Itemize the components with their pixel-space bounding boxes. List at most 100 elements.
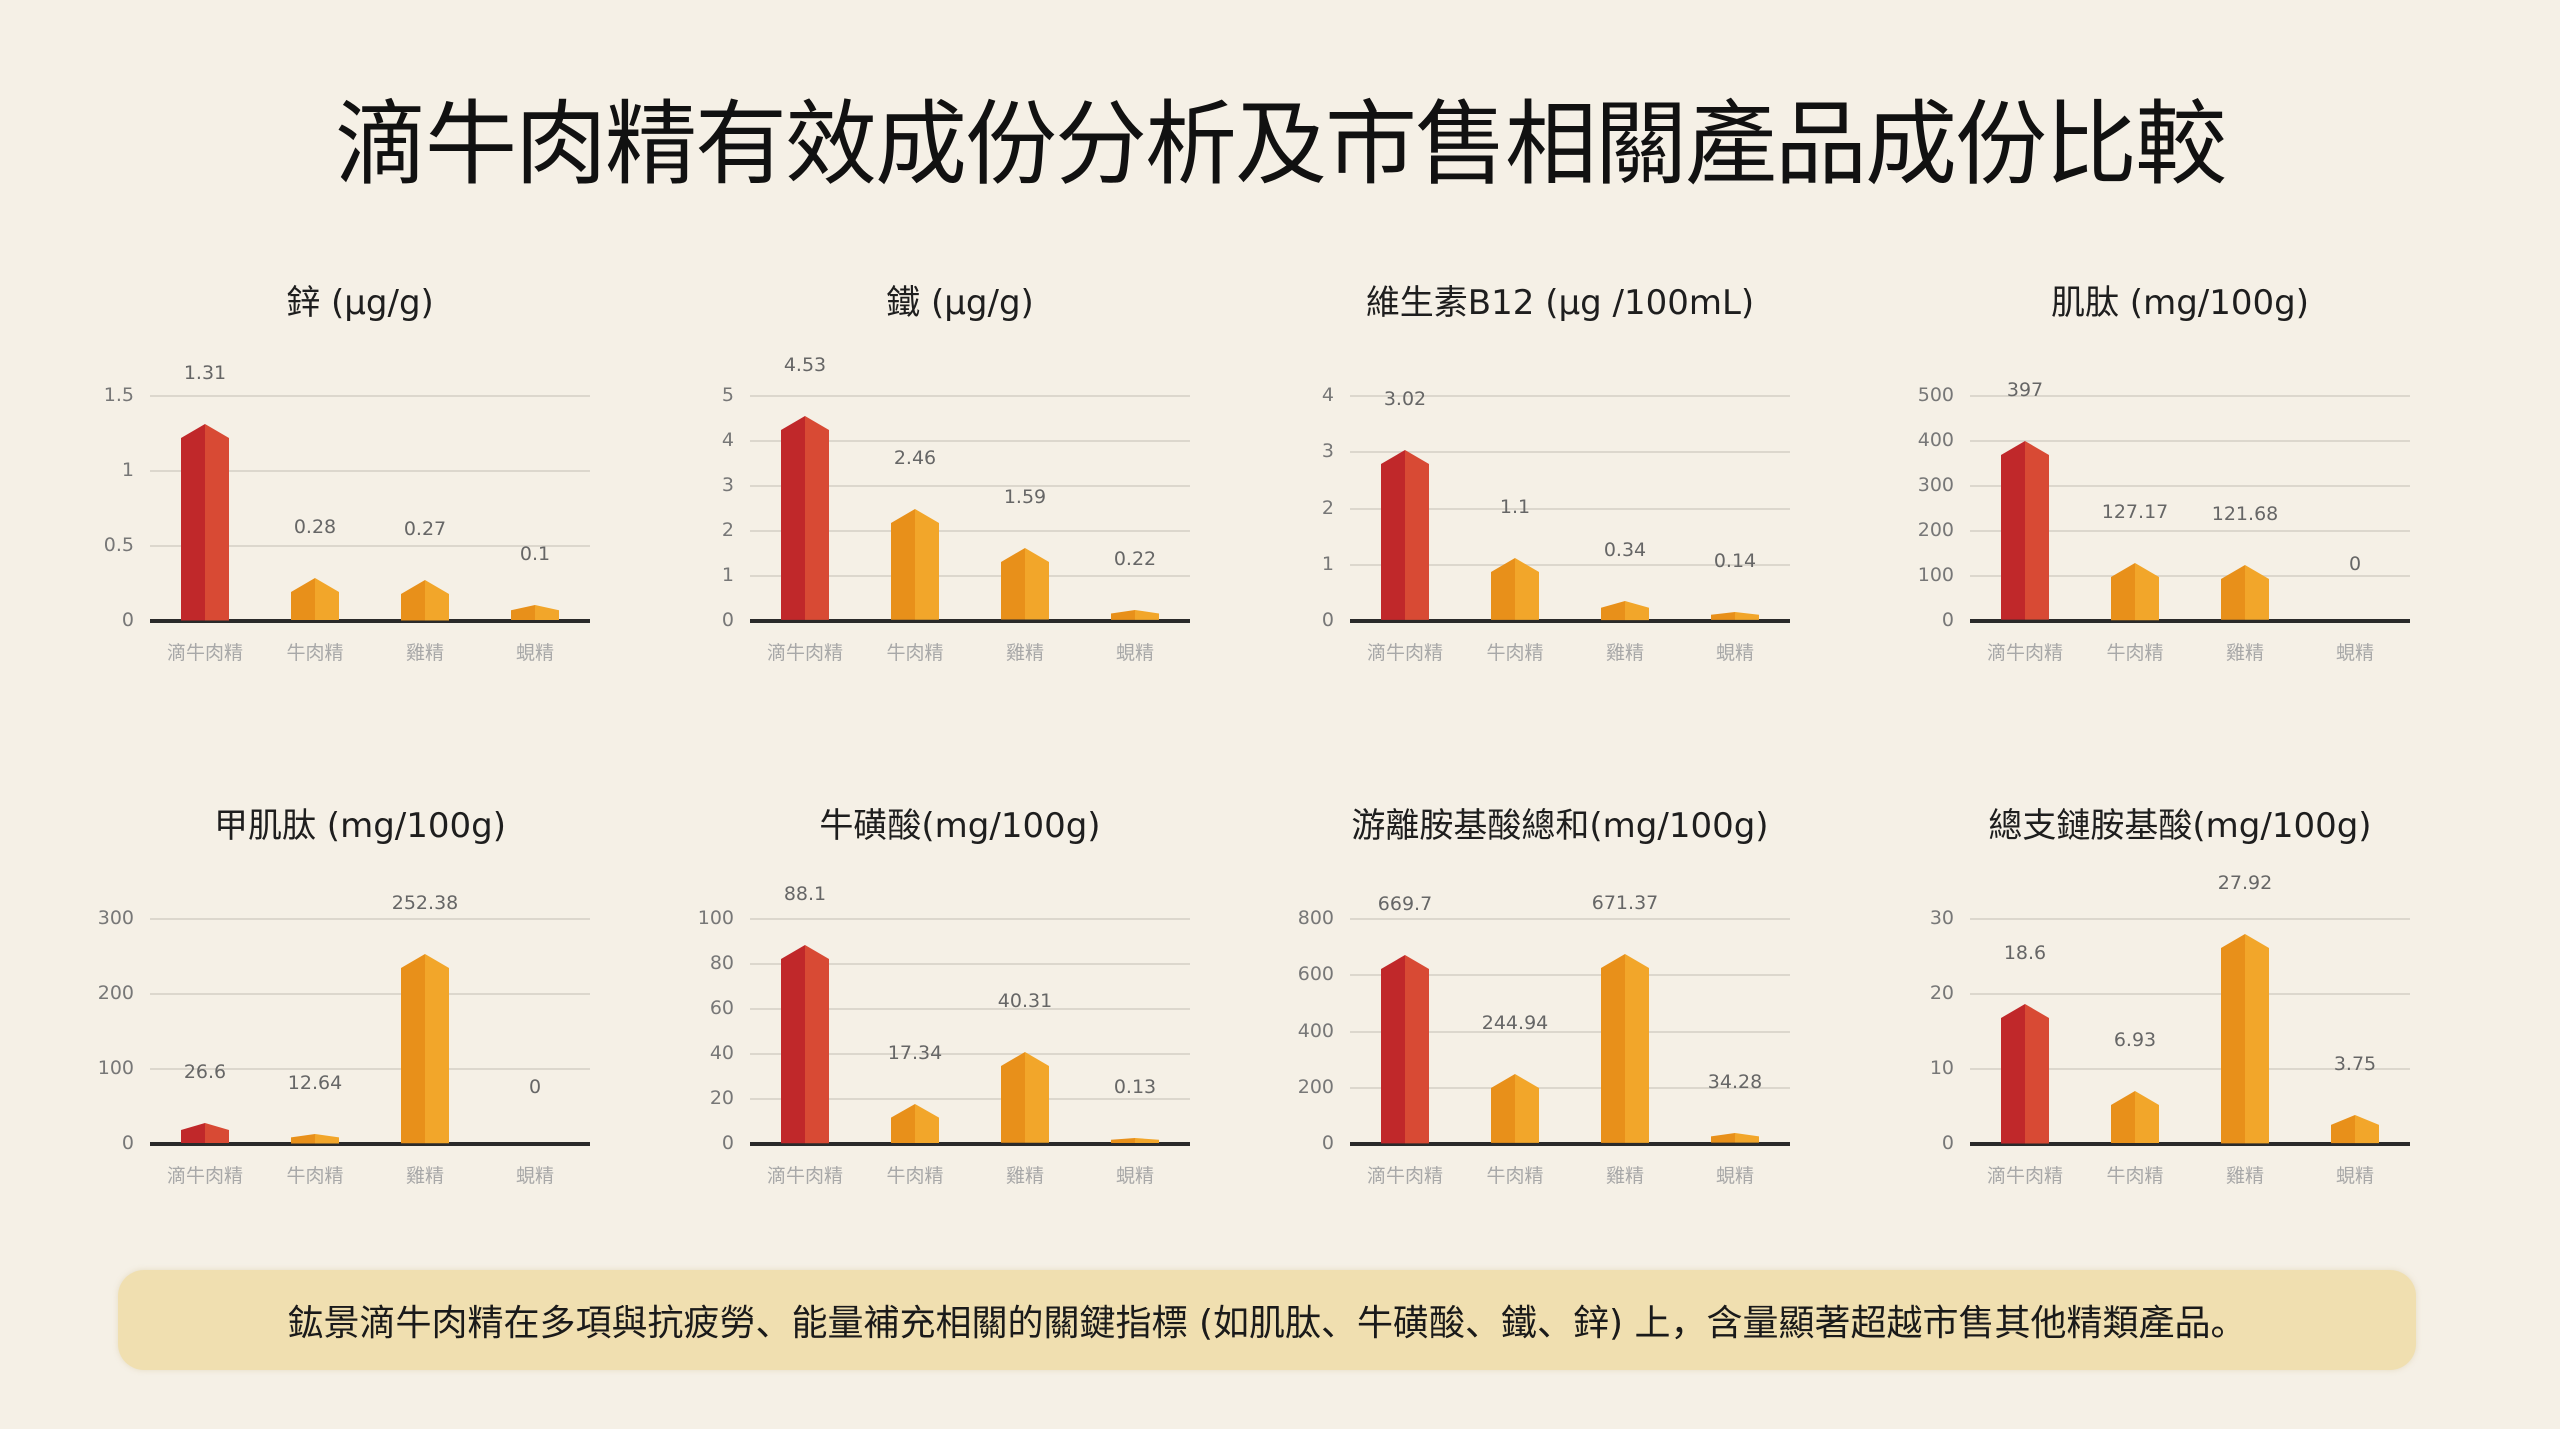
y-tick-label: 0 bbox=[1941, 609, 1954, 631]
x-category-label: 蜆精 bbox=[1715, 1165, 1755, 1187]
gridline bbox=[1350, 395, 1790, 397]
plot-area: 0 100 200 300 26.6 滴牛肉精 12.64 牛肉精 252.38 雞精 0 蜆精 bbox=[98, 892, 590, 1187]
bar bbox=[2111, 1091, 2159, 1143]
data-value-label: 3.02 bbox=[1383, 388, 1427, 411]
x-category-label: 滴牛肉精 bbox=[1986, 642, 2064, 664]
y-tick-label: 0 bbox=[121, 1132, 134, 1154]
gridline bbox=[750, 485, 1190, 487]
chart-anserine: 甲肌肽 (mg/100g) 0 100 200 300 26.6 滴牛肉精 12.64 牛肉精 2… bbox=[60, 798, 660, 1228]
x-category-label: 蜆精 bbox=[2335, 642, 2375, 664]
gridline bbox=[1970, 1068, 2410, 1070]
y-tick-label: 1 bbox=[721, 564, 734, 586]
y-tick-label: 300 bbox=[1917, 474, 1954, 496]
gridline bbox=[750, 963, 1190, 965]
chart-title: 牛磺酸(mg/100g) bbox=[819, 806, 1101, 846]
bar-group: 121.68 雞精 bbox=[2190, 395, 2300, 664]
y-tick-label: 3 bbox=[1321, 440, 1334, 463]
bar bbox=[401, 953, 449, 1143]
bar-group: 17.34 牛肉精 bbox=[860, 918, 970, 1187]
gridline bbox=[1350, 1030, 1790, 1033]
bar-highlight bbox=[181, 423, 229, 620]
x-category-label: 滴牛肉精 bbox=[1986, 1165, 2064, 1187]
x-category-label: 雞精 bbox=[2225, 642, 2265, 664]
x-category-label: 牛肉精 bbox=[886, 642, 944, 664]
bar-highlight bbox=[781, 416, 829, 620]
x-category-label: 雞精 bbox=[405, 642, 445, 664]
bar-group: 0 蜆精 bbox=[480, 918, 590, 1187]
x-axis-line bbox=[1350, 1142, 1790, 1146]
bar-group: 252.38 雞精 bbox=[370, 892, 480, 1187]
y-tick-label: 4 bbox=[1321, 384, 1334, 406]
y-tick-label: 4 bbox=[721, 429, 734, 451]
plot-area: 0 1 2 3 4 3.02 滴牛肉精 1.1 牛肉精 0.34 雞精 0.14 蜆精 bbox=[1322, 384, 1790, 664]
x-axis-line bbox=[150, 1142, 590, 1146]
data-value-label: 252.38 bbox=[391, 891, 459, 914]
x-category-label: 牛肉精 bbox=[886, 1165, 944, 1187]
data-value-label: 26.6 bbox=[183, 1061, 227, 1084]
gridline bbox=[750, 395, 1190, 397]
data-value-label: 397 bbox=[2006, 379, 2044, 402]
x-axis-line bbox=[1350, 619, 1790, 623]
bar-highlight bbox=[781, 944, 829, 1143]
gridline bbox=[750, 530, 1190, 532]
bar bbox=[401, 579, 449, 620]
x-category-label: 牛肉精 bbox=[2106, 1165, 2164, 1187]
x-category-label: 滴牛肉精 bbox=[166, 1165, 244, 1187]
y-tick-label: 2 bbox=[721, 519, 734, 541]
chart-carnosine: 肌肽 (mg/100g) 0 100 200 300 400 500 397 滴牛肉精 127.1… bbox=[1880, 275, 2480, 705]
bar bbox=[1111, 610, 1159, 620]
data-value-label: 0.22 bbox=[1113, 548, 1157, 571]
bar-group: 0.1 蜆精 bbox=[480, 395, 590, 664]
gridline bbox=[750, 1098, 1190, 1100]
bar bbox=[1491, 1074, 1539, 1143]
y-tick-label: 0 bbox=[1321, 1132, 1334, 1154]
bar bbox=[891, 1104, 939, 1143]
data-value-label: 17.34 bbox=[887, 1042, 943, 1064]
summary-box: 鈜景滴牛肉精在多項與抗疲勞、能量補充相關的關鍵指標 (如肌肽、牛磺酸、鐵、鋅) … bbox=[118, 1270, 2416, 1370]
plot-area: 0 100 200 300 400 500 397 滴牛肉精 127.17 牛肉精 121.68 雞精… bbox=[1918, 379, 2410, 664]
x-category-label: 雞精 bbox=[1605, 642, 1645, 664]
y-tick-label: 0 bbox=[721, 1132, 734, 1154]
gridline bbox=[1970, 440, 2410, 442]
x-category-label: 牛肉精 bbox=[286, 642, 344, 664]
bar-highlight bbox=[1381, 954, 1429, 1143]
x-category-label: 雞精 bbox=[1005, 642, 1045, 664]
data-value-label: 0.14 bbox=[1713, 550, 1757, 573]
data-value-label: 12.64 bbox=[287, 1071, 343, 1094]
y-tick-label: 20 bbox=[709, 1087, 734, 1109]
chart-title: 鋅 (μg/g) bbox=[286, 283, 434, 323]
data-value-label: 127.17 bbox=[2101, 500, 2169, 523]
bar bbox=[1001, 548, 1049, 620]
chart-bcaa: 總支鏈胺基酸(mg/100g) 0 10 20 30 18.6 滴牛肉精 6.93 牛肉精 27.… bbox=[1880, 798, 2480, 1228]
bar bbox=[1491, 558, 1539, 620]
y-tick-label: 60 bbox=[709, 997, 734, 1019]
bar-group: 6.93 牛肉精 bbox=[2080, 918, 2190, 1187]
plot-area: 0 20 40 60 80 100 88.1 滴牛肉精 17.34 牛肉精 40.31 雞精 0.13 蜆… bbox=[698, 883, 1190, 1187]
x-category-label: 雞精 bbox=[1005, 1165, 1045, 1187]
chart-iron: 鐵 (μg/g) 0 1 2 3 4 5 4.53 滴牛肉精 2.46 牛肉精 1.59 雞精 0.22 蜆… bbox=[660, 275, 1260, 705]
bar bbox=[2221, 933, 2269, 1143]
bar-group: 88.1 滴牛肉精 bbox=[750, 883, 860, 1187]
bar bbox=[2221, 565, 2269, 620]
gridline bbox=[1350, 451, 1790, 454]
x-category-label: 雞精 bbox=[2225, 1165, 2265, 1187]
x-category-label: 雞精 bbox=[405, 1165, 445, 1187]
y-tick-label: 80 bbox=[709, 952, 734, 974]
gridline bbox=[150, 1068, 590, 1070]
y-tick-label: 0 bbox=[721, 609, 734, 631]
gridline bbox=[1970, 530, 2410, 532]
bar-group: 4.53 滴牛肉精 bbox=[750, 354, 860, 664]
y-tick-label: 2 bbox=[1321, 496, 1334, 519]
gridline bbox=[1970, 575, 2410, 577]
bar-group: 0 蜆精 bbox=[2300, 395, 2410, 664]
bar-group: 0.27 雞精 bbox=[370, 395, 480, 664]
bar bbox=[1711, 612, 1759, 620]
bar bbox=[1001, 1052, 1049, 1143]
bar-group: 26.6 滴牛肉精 bbox=[150, 918, 260, 1187]
gridline bbox=[150, 395, 590, 397]
y-tick-label: 800 bbox=[1297, 907, 1334, 929]
bar-group: 0.22 蜆精 bbox=[1080, 395, 1190, 664]
data-value-label: 0.13 bbox=[1113, 1076, 1157, 1098]
data-value-label: 3.75 bbox=[2333, 1052, 2377, 1075]
chart-zinc: 鋅 (μg/g) 0 0.5 1 1.5 1.31 滴牛肉精 0.28 牛肉精 0.27 雞精 0.1… bbox=[60, 275, 660, 705]
